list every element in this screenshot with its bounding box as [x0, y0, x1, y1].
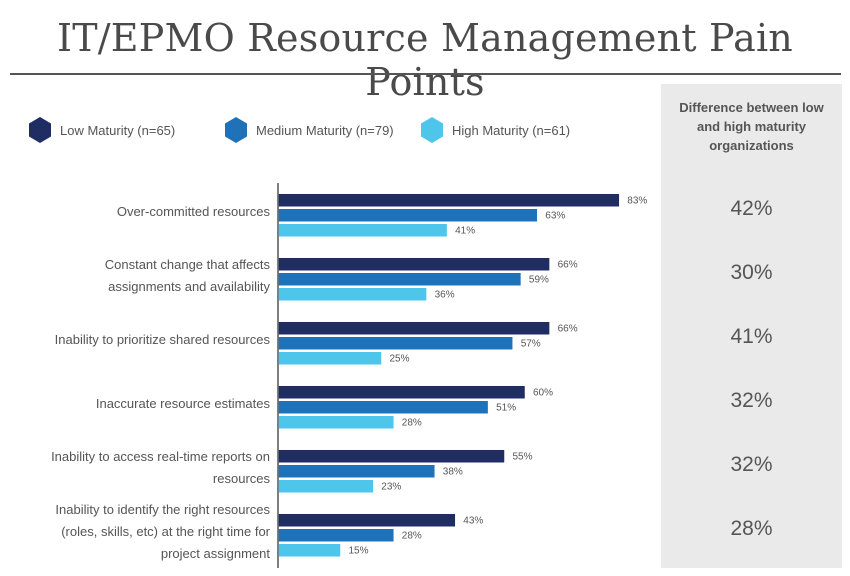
category-label: Inaccurate resource estimates — [2, 393, 270, 415]
difference-panel: Difference between low and high maturity… — [661, 84, 842, 568]
bar-high-5 — [278, 544, 341, 557]
bar-value-label: 83% — [627, 196, 647, 207]
bar-high-2 — [278, 352, 382, 365]
bar-high-0 — [278, 224, 447, 237]
bar-medium-0 — [278, 209, 538, 222]
bar-low-4 — [278, 450, 505, 463]
legend-label: High Maturity (n=61) — [452, 122, 571, 138]
bar-high-3 — [278, 416, 394, 429]
bar-value-label: 59% — [529, 275, 549, 286]
category-label: Over-committed resources — [2, 201, 270, 223]
difference-value: 28% — [730, 517, 773, 540]
legend-label: Low Maturity (n=65) — [60, 122, 176, 138]
bar-value-label: 63% — [545, 211, 565, 222]
chart-title: IT/EPMO Resource Management Pain Points — [57, 16, 793, 104]
difference-value: 30% — [730, 261, 773, 284]
bar-medium-2 — [278, 337, 513, 350]
difference-header-line: and high maturity — [696, 119, 807, 134]
bar-value-label: 57% — [521, 339, 541, 350]
category-label: Inability to identify the right resource… — [2, 499, 270, 565]
difference-header-line: organizations — [709, 138, 794, 153]
bar-value-label: 43% — [463, 516, 483, 527]
difference-header-line: Difference between low — [679, 100, 824, 115]
bar-medium-1 — [278, 273, 521, 286]
legend-item-medium: Medium Maturity (n=79) — [224, 116, 394, 144]
category-label-line: Constant change that affects — [104, 257, 270, 272]
bar-value-label: 15% — [349, 546, 369, 557]
hexagon-icon — [29, 117, 51, 143]
category-label-line: Inability to access real-time reports on — [51, 449, 270, 464]
bar-value-label: 36% — [435, 290, 455, 301]
category-label: Inability to access real-time reports on… — [2, 446, 270, 490]
hexagon-icon — [225, 117, 247, 143]
bar-value-label: 23% — [381, 482, 401, 493]
bar-value-label: 25% — [390, 354, 410, 365]
bar-low-5 — [278, 514, 456, 527]
bar-value-label: 60% — [533, 388, 553, 399]
category-label-line: (roles, skills, etc) at the right time f… — [61, 524, 270, 539]
bar-value-label: 41% — [455, 226, 475, 237]
bar-value-label: 66% — [558, 324, 578, 335]
category-label: Constant change that affects assignments … — [2, 254, 270, 298]
category-label-line: Inability to prioritize shared resources — [54, 332, 270, 347]
bar-value-label: 66% — [558, 260, 578, 271]
bar-value-label: 38% — [443, 467, 463, 478]
bar-value-label: 28% — [402, 531, 422, 542]
legend-item-low: Low Maturity (n=65) — [28, 116, 175, 144]
legend-item-high: High Maturity (n=61) — [420, 116, 570, 144]
hexagon-icon — [421, 117, 443, 143]
bar-value-label: 28% — [402, 418, 422, 429]
bar-high-4 — [278, 480, 374, 493]
bar-chart: 83% 63% 41% 66% 59% 36% 66% 57% 25% 60% 51% 28% 55% 3… — [277, 183, 647, 568]
bar-low-2 — [278, 322, 550, 335]
legend-label: Medium Maturity (n=79) — [256, 122, 394, 138]
category-label-line: assignments and availability — [108, 279, 270, 294]
bar-medium-3 — [278, 401, 488, 414]
category-label-line: Inability to identify the right resource… — [55, 502, 270, 517]
difference-panel-header: Difference between low and high maturity… — [661, 98, 842, 155]
difference-value: 32% — [730, 453, 773, 476]
category-label-line: project assignment — [160, 546, 270, 561]
category-label-line: resources — [212, 471, 270, 486]
category-label-line: Inaccurate resource estimates — [95, 396, 270, 411]
category-label: Inability to prioritize shared resources — [2, 329, 270, 351]
bar-value-label: 55% — [513, 452, 533, 463]
bar-low-3 — [278, 386, 525, 399]
category-label-line: Over-committed resources — [116, 204, 270, 219]
difference-value: 32% — [730, 389, 773, 412]
bar-low-0 — [278, 194, 620, 207]
title-divider — [10, 73, 841, 75]
bar-value-label: 51% — [496, 403, 516, 414]
bar-medium-4 — [278, 465, 435, 478]
difference-value: 42% — [730, 197, 773, 220]
difference-value: 41% — [730, 325, 773, 348]
bar-medium-5 — [278, 529, 394, 542]
bar-high-1 — [278, 288, 427, 301]
bar-low-1 — [278, 258, 550, 271]
